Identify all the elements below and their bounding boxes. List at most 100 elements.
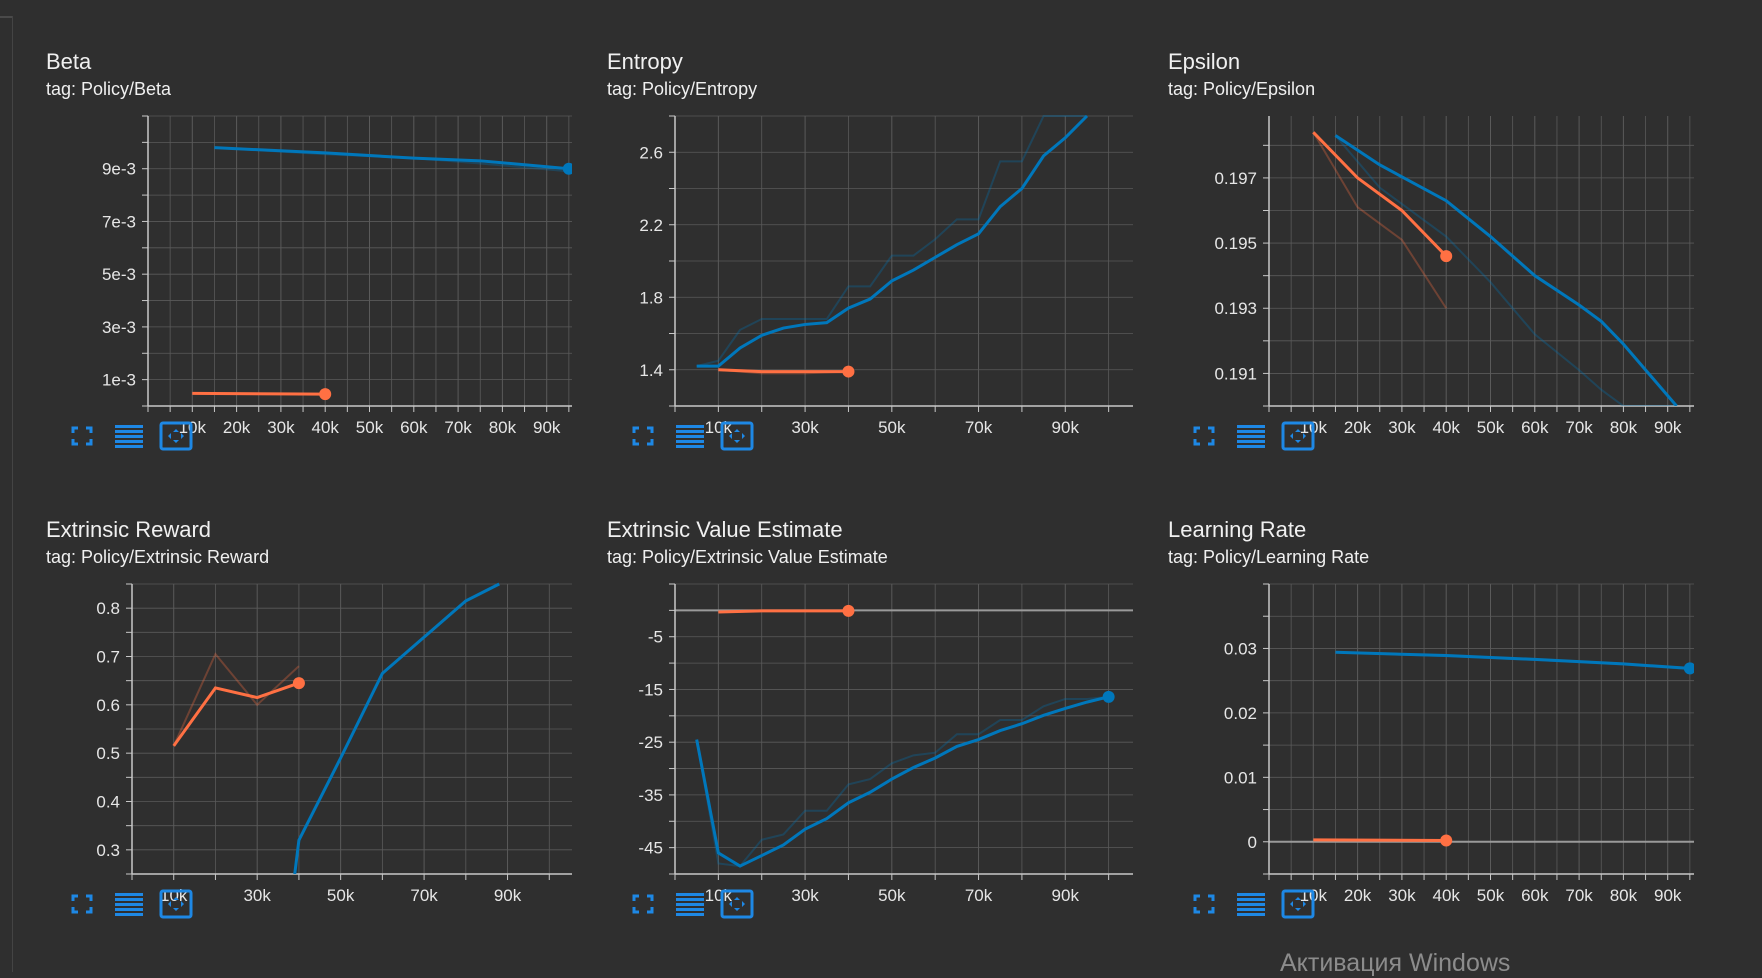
chart-card-beta: Beta tag: Policy/Beta 10k 20k 30k 40k 50k 60k 70…	[12, 16, 572, 484]
series-endpoint-orange[interactable]	[1440, 250, 1453, 263]
data-list-button[interactable]	[1233, 420, 1269, 452]
series-line-blue[interactable]	[696, 114, 1089, 368]
chart-tag: tag: Policy/Extrinsic Value Estimate	[607, 547, 888, 567]
y-tick-label: 5e-3	[102, 265, 136, 284]
data-list-icon	[1237, 893, 1265, 916]
x-tick-label: 90k	[1654, 886, 1682, 905]
chart-tag: tag: Policy/Beta	[46, 79, 172, 99]
fit-domain-button[interactable]	[1280, 888, 1316, 920]
x-tick-label: 30k	[1388, 418, 1416, 437]
data-list-icon	[1237, 425, 1265, 448]
series-raw-line-blue	[695, 695, 1109, 868]
y-tick-label: 0.197	[1214, 169, 1257, 188]
series-line-orange[interactable]	[1312, 131, 1448, 258]
y-tick-label: 0.7	[96, 648, 120, 667]
y-tick-label: 9e-3	[102, 160, 136, 179]
series-endpoint-orange[interactable]	[842, 365, 855, 378]
chart-tag: tag: Policy/Entropy	[607, 79, 758, 99]
y-tick-label: 2.6	[639, 143, 663, 162]
fit-domain-icon	[1281, 889, 1315, 919]
x-tick-label: 50k	[327, 886, 355, 905]
y-tick-label: 0.8	[96, 599, 120, 618]
data-list-button[interactable]	[1233, 888, 1269, 920]
chart-card-entropy: Entropy tag: Policy/Entropy 10k 30k 50k 70k 90…	[573, 16, 1133, 484]
fit-domain-button[interactable]	[1280, 420, 1316, 452]
series-line-blue[interactable]	[1334, 134, 1678, 406]
data-list-button[interactable]	[672, 420, 708, 452]
series-line-orange[interactable]	[172, 681, 300, 747]
series-line-blue[interactable]	[695, 695, 1109, 868]
y-tick-label: 7e-3	[102, 212, 136, 231]
chart-svg-epsilon[interactable]: 10k 20k 30k 40k 50k 60k 70k 80k 90k0.1910.1930.1…	[1134, 16, 1694, 484]
chart-svg-extrinsic-value-estimate[interactable]: 10k 30k 50k 70k 90k-45-35-25-15-5	[573, 484, 1133, 952]
series-endpoint-blue[interactable]	[1102, 690, 1115, 703]
series-line-blue[interactable]	[293, 582, 500, 874]
y-tick-label: 1e-3	[102, 371, 136, 390]
series-line-orange[interactable]	[1313, 838, 1447, 842]
x-tick-label: 60k	[400, 418, 428, 437]
y-tick-label: 0.4	[96, 793, 120, 812]
y-tick-label: 0.03	[1224, 639, 1257, 658]
x-tick-label: 30k	[791, 418, 819, 437]
series-line-orange[interactable]	[192, 391, 326, 396]
x-tick-label: 30k	[1388, 886, 1416, 905]
x-tick-label: 70k	[965, 418, 993, 437]
series-line-blue[interactable]	[1335, 650, 1690, 670]
x-tick-label: 20k	[223, 418, 251, 437]
gridlines	[142, 115, 572, 407]
y-tick-label: 0.3	[96, 841, 120, 860]
chart-svg-beta[interactable]: 10k 20k 30k 40k 50k 60k 70k 80k 90k1e-33e-35e-37…	[12, 16, 572, 484]
gridlines	[669, 115, 1133, 407]
series-line-blue[interactable]	[214, 146, 569, 171]
y-tick-label: -5	[648, 628, 663, 647]
fit-domain-button[interactable]	[158, 888, 194, 920]
chart-tag: tag: Policy/Extrinsic Reward	[46, 547, 270, 567]
fit-domain-button[interactable]	[719, 888, 755, 920]
fit-domain-icon	[1281, 421, 1315, 451]
expand-button[interactable]	[64, 420, 100, 452]
x-tick-label: 50k	[878, 418, 906, 437]
fit-domain-button[interactable]	[719, 420, 755, 452]
series-endpoint-blue[interactable]	[1683, 662, 1694, 675]
series-endpoint-orange[interactable]	[842, 604, 855, 617]
expand-button[interactable]	[1186, 888, 1222, 920]
chart-title: Entropy	[607, 49, 683, 74]
series-endpoint-blue[interactable]	[562, 162, 572, 175]
chart-card-learning-rate: Learning Rate tag: Policy/Learning Rate 10…	[1134, 484, 1694, 952]
fit-domain-button[interactable]	[158, 420, 194, 452]
y-tick-label: 3e-3	[102, 318, 136, 337]
expand-icon	[632, 894, 654, 914]
x-tick-label: 30k	[267, 418, 295, 437]
x-tick-label: 20k	[1344, 418, 1372, 437]
chart-card-epsilon: Epsilon tag: Policy/Epsilon 10k 20k 30k 40k 50…	[1134, 16, 1694, 484]
data-list-button[interactable]	[111, 420, 147, 452]
x-tick-label: 60k	[1521, 418, 1549, 437]
chart-title: Extrinsic Reward	[46, 517, 212, 542]
expand-button[interactable]	[64, 888, 100, 920]
series-endpoint-orange[interactable]	[1440, 834, 1453, 847]
fit-domain-icon	[720, 889, 754, 919]
series-endpoint-orange[interactable]	[292, 677, 305, 690]
data-list-button[interactable]	[672, 888, 708, 920]
data-list-button[interactable]	[111, 888, 147, 920]
series-endpoint-orange[interactable]	[319, 388, 332, 401]
x-tick-label: 50k	[878, 886, 906, 905]
data-list-icon	[115, 425, 143, 448]
chart-title: Learning Rate	[1168, 517, 1307, 542]
series-line-orange[interactable]	[718, 368, 849, 374]
x-tick-label: 70k	[410, 886, 438, 905]
expand-button[interactable]	[625, 420, 661, 452]
y-tick-label: 0.6	[96, 696, 120, 715]
chart-card-extrinsic-reward: Extrinsic Reward tag: Policy/Extrinsic Re…	[12, 484, 572, 952]
x-tick-label: 90k	[1052, 418, 1080, 437]
y-tick-label: 0.5	[96, 744, 120, 763]
chart-tag: tag: Policy/Learning Rate	[1168, 547, 1370, 567]
expand-button[interactable]	[625, 888, 661, 920]
series-line-orange[interactable]	[718, 609, 849, 614]
x-tick-label: 90k	[533, 418, 561, 437]
expand-button[interactable]	[1186, 420, 1222, 452]
y-tick-label: 0.01	[1224, 768, 1257, 787]
